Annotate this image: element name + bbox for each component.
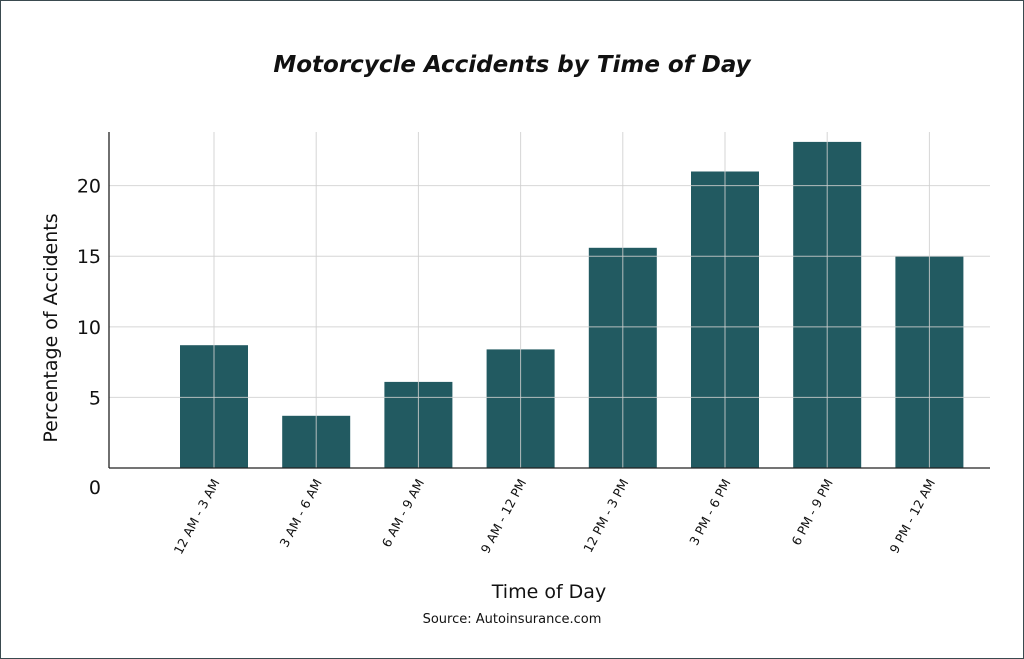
x-axis-label: Time of Day	[491, 581, 606, 603]
y-tick-label: 10	[77, 317, 101, 339]
x-tick-label: 6 PM - 9 PM	[788, 476, 836, 547]
grid-layer	[109, 132, 990, 468]
y-tick-label: 20	[77, 176, 101, 198]
source-note: Source: Autoinsurance.com	[422, 612, 602, 627]
axes-layer	[108, 132, 990, 469]
y-axis-label: Percentage of Accidents	[40, 213, 62, 442]
y-tick-label: 15	[77, 246, 101, 268]
x-tick-labels: 12 AM - 3 AM 3 AM - 6 AM 6 AM - 9 AM 9 AM -…	[170, 476, 938, 556]
chart-title: Motorcycle Accidents by Time of Day	[273, 52, 751, 78]
bars-layer	[180, 141, 964, 468]
x-tick-label: 3 AM - 6 AM	[276, 476, 324, 549]
y-tick-label: 0	[89, 477, 101, 499]
y-tick-labels: 0 5 10 15 20	[77, 176, 101, 499]
x-tick-label: 12 PM - 3 PM	[580, 476, 631, 554]
x-tick-label: 6 AM - 9 AM	[379, 476, 427, 549]
x-tick-label: 3 PM - 6 PM	[686, 476, 734, 547]
y-tick-label: 5	[89, 387, 101, 409]
x-tick-label: 9 AM - 12 PM	[478, 476, 530, 555]
x-tick-label: 9 PM - 12 AM	[886, 476, 938, 555]
x-tick-label: 12 AM - 3 AM	[170, 476, 222, 556]
